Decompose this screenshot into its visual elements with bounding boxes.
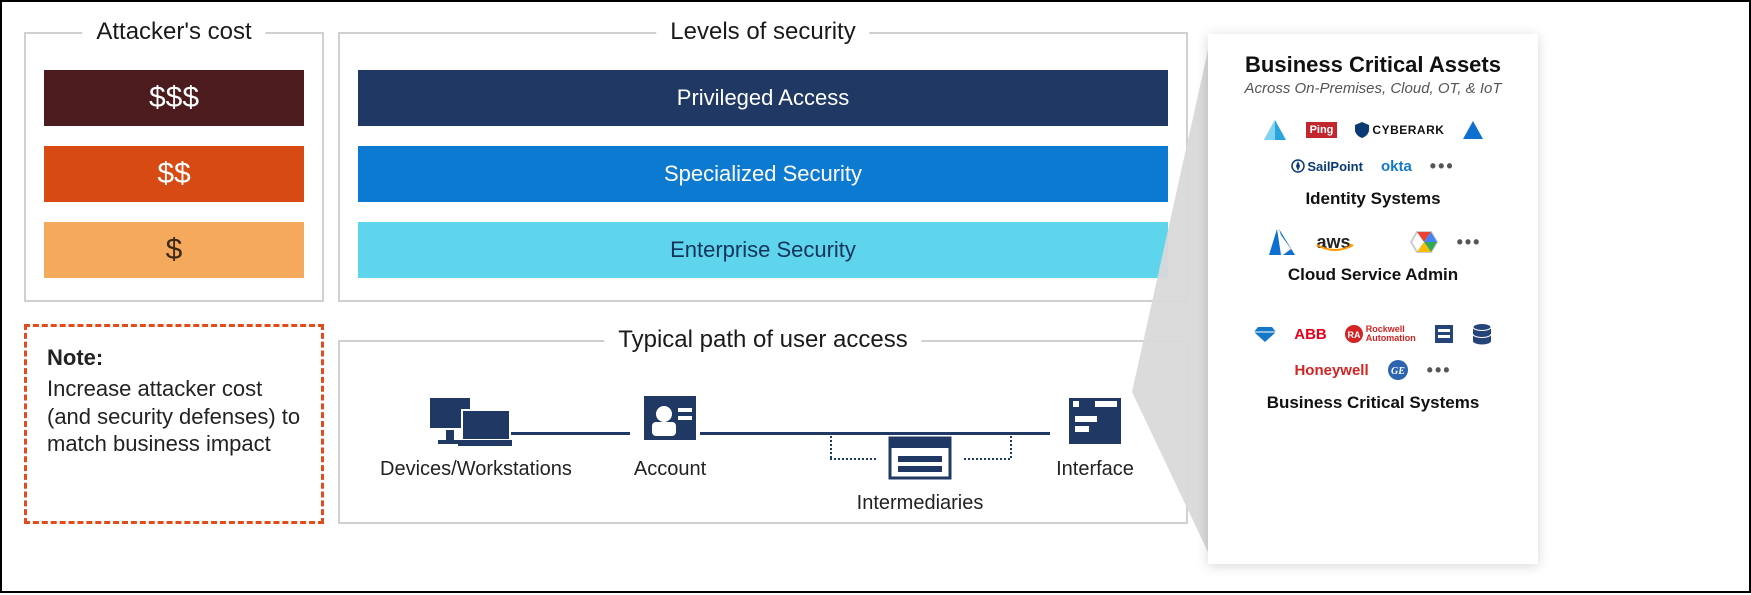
note-panel: Note: Increase attacker cost (and securi… <box>24 324 324 524</box>
assets-logo-row: aws ••• <box>1224 229 1522 255</box>
logo-honeywell: Honeywell <box>1290 357 1372 383</box>
intermediaries-icon <box>884 432 956 484</box>
path-dotted <box>830 432 832 458</box>
assets-group-label: Business Critical Systems <box>1224 393 1522 413</box>
logo-azure <box>1261 229 1303 255</box>
devices-icon <box>428 392 512 450</box>
account-icon <box>640 392 700 450</box>
logo-ellipsis: ••• <box>1426 153 1459 179</box>
note-body: Increase attacker cost (and security def… <box>47 375 301 458</box>
cost-bar: $$ <box>44 146 304 202</box>
security-level-bar: Privileged Access <box>358 70 1168 126</box>
security-level-bar: Enterprise Security <box>358 222 1168 278</box>
cost-bar: $$$ <box>44 70 304 126</box>
logo-cyberark: CYBERARK <box>1351 117 1448 143</box>
security-levels-panel: Levels of security Privileged AccessSpec… <box>338 32 1188 302</box>
path-node-label: Account <box>620 458 720 481</box>
assets-group-label: Identity Systems <box>1224 189 1522 209</box>
logo-okta: okta <box>1377 153 1416 179</box>
logo-ping: Ping <box>1302 117 1342 143</box>
assets-subtitle: Across On-Premises, Cloud, OT, & IoT <box>1224 80 1522 97</box>
logo-rockwell: RARockwellAutomation <box>1341 321 1420 347</box>
logo-ge: GE <box>1383 357 1413 383</box>
path-node-intermediaries: Intermediaries <box>850 432 990 515</box>
assets-group: aws ••• Cloud Service Admin <box>1224 229 1522 285</box>
assets-logo-row: Ping CYBERARK SailPoint okta ••• <box>1224 117 1522 179</box>
diagram-frame: Attacker's cost $$$$$$ Levels of securit… <box>0 0 1751 593</box>
logo-gcp <box>1405 229 1443 255</box>
security-level-bar: Specialized Security <box>358 146 1168 202</box>
path-icons: Devices/Workstations Account <box>340 372 1186 522</box>
path-node-label: Intermediaries <box>850 492 990 515</box>
logo-abb: ABB <box>1290 321 1331 347</box>
assets-group: Ping CYBERARK SailPoint okta ••• Identity Sys… <box>1224 117 1522 209</box>
interface-icon <box>1065 392 1125 450</box>
logo-aad-alt <box>1458 117 1488 143</box>
logo-db <box>1468 321 1496 347</box>
assets-panel: Business Critical Assets Across On-Premi… <box>1208 34 1538 564</box>
path-panel: Typical path of user access Devices/Work… <box>338 340 1188 524</box>
attacker-cost-title: Attacker's cost <box>82 18 265 46</box>
note-title: Note: <box>47 345 301 371</box>
path-title: Typical path of user access <box>604 326 921 354</box>
path-node-label: Devices/Workstations <box>380 458 560 481</box>
attacker-cost-panel: Attacker's cost $$$$$$ <box>24 32 324 302</box>
logo-generic1 <box>1430 321 1458 347</box>
logo-sailpoint: SailPoint <box>1287 153 1367 179</box>
assets-title: Business Critical Assets <box>1224 52 1522 78</box>
path-dotted <box>1010 432 1012 458</box>
path-node-account: Account <box>620 392 720 481</box>
assets-logo-row: ABB RARockwellAutomation Honeywell GE ••• <box>1224 321 1522 383</box>
assets-group-label: Cloud Service Admin <box>1224 265 1522 285</box>
security-levels-title: Levels of security <box>656 18 869 46</box>
logo-sap <box>1250 321 1280 347</box>
path-node-interface: Interface <box>1040 392 1150 481</box>
svg-text:GE: GE <box>1391 366 1405 377</box>
cost-bar: $ <box>44 222 304 278</box>
logo-ellipsis: ••• <box>1423 357 1456 383</box>
logo-azure-ad <box>1258 117 1292 143</box>
path-node-devices: Devices/Workstations <box>380 392 560 481</box>
path-node-label: Interface <box>1040 458 1150 481</box>
logo-ellipsis: ••• <box>1453 229 1486 255</box>
assets-group: ABB RARockwellAutomation Honeywell GE ••• Bus… <box>1224 321 1522 413</box>
svg-text:RA: RA <box>1347 330 1360 340</box>
logo-aws: aws <box>1313 229 1395 255</box>
